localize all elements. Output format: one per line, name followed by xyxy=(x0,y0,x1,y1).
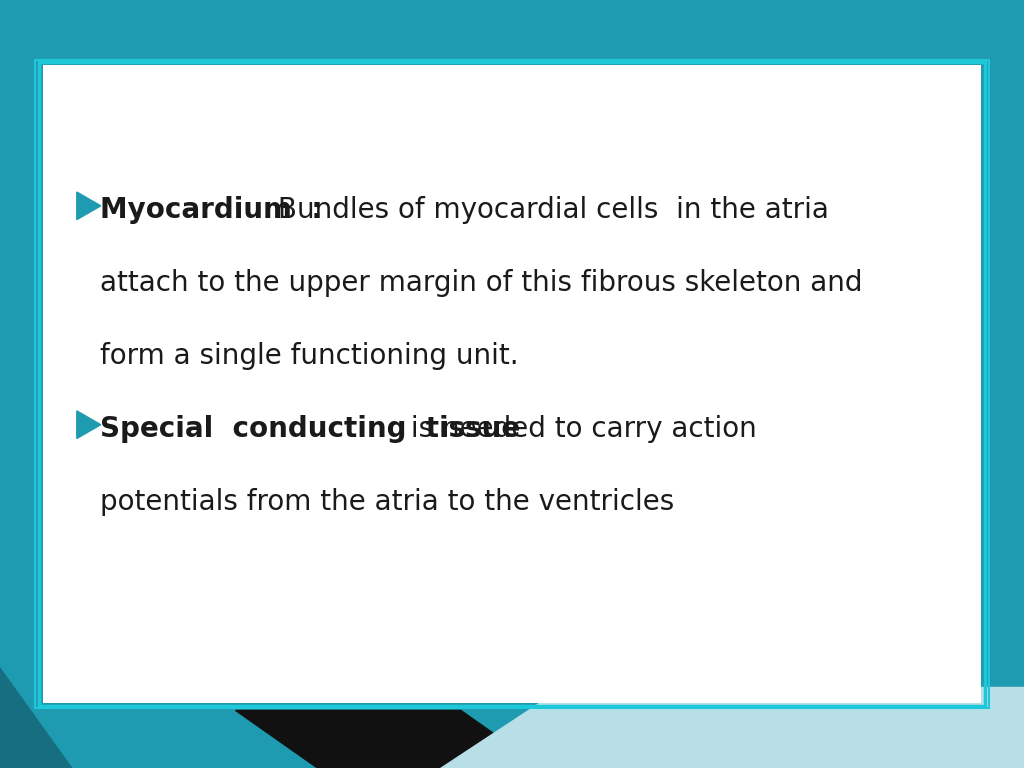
Text: Special  conducting  tissue: Special conducting tissue xyxy=(100,415,520,442)
Text: Myocardium  :: Myocardium : xyxy=(100,196,323,223)
Text: Bundles of myocardial cells  in the atria: Bundles of myocardial cells in the atria xyxy=(269,196,829,223)
Text: potentials from the atria to the ventricles: potentials from the atria to the ventric… xyxy=(100,488,675,515)
Bar xyxy=(35,60,989,708)
Text: is needed to carry action: is needed to carry action xyxy=(402,415,757,442)
Text: form a single functioning unit.: form a single functioning unit. xyxy=(100,342,519,369)
Text: attach to the upper margin of this fibrous skeleton and: attach to the upper margin of this fibro… xyxy=(100,269,863,296)
Polygon shape xyxy=(236,710,543,768)
Polygon shape xyxy=(0,668,72,768)
Bar xyxy=(43,65,981,703)
Bar xyxy=(39,62,985,706)
Polygon shape xyxy=(440,687,1024,768)
Bar xyxy=(47,68,977,700)
Polygon shape xyxy=(77,192,100,220)
Polygon shape xyxy=(77,411,100,439)
